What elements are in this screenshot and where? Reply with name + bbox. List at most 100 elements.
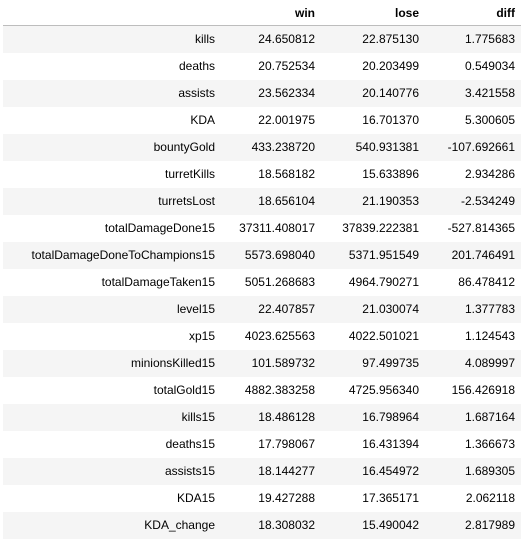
- row-index-label: bountyGold: [153, 140, 215, 154]
- cell-diff: -527.814365: [447, 221, 515, 235]
- row-index-label: level15: [176, 302, 215, 316]
- cell-lose: 4964.790271: [348, 275, 419, 289]
- table-row: turretsLost 18.656104 21.190353 -2.534249: [3, 187, 521, 215]
- header-diff: diff: [425, 0, 521, 26]
- table-row: deaths15 17.798067 16.431394 1.366673: [3, 430, 521, 458]
- cell-win: 18.568182: [258, 167, 315, 181]
- table-header: win lose diff: [3, 0, 521, 26]
- cell-lose: 20.203499: [362, 59, 419, 73]
- cell-win: 18.656104: [258, 194, 315, 208]
- cell-diff: 1.124543: [464, 329, 515, 343]
- cell-win: 4023.625563: [244, 329, 315, 343]
- row-index-label: KDA15: [176, 491, 215, 505]
- cell-win: 18.308032: [258, 518, 315, 532]
- cell-lose: 17.365171: [362, 491, 419, 505]
- cell-diff: 2.934286: [464, 167, 515, 181]
- header-index: [3, 0, 221, 26]
- row-index-label: assists: [178, 86, 215, 100]
- row-index-label: deaths: [178, 59, 215, 73]
- row-index-label: totalDamageTaken15: [101, 275, 215, 289]
- cell-lose: 97.499735: [362, 356, 419, 370]
- row-index-label: totalDamageDone15: [104, 221, 215, 235]
- cell-lose: 15.490042: [362, 518, 419, 532]
- header-row: win lose diff: [3, 0, 521, 26]
- cell-diff: 2.817989: [464, 518, 515, 532]
- cell-lose: 20.140776: [362, 86, 419, 100]
- cell-win: 23.562334: [258, 86, 315, 100]
- row-index-label: kills15: [181, 410, 215, 424]
- table-row: bountyGold 433.238720 540.931381 -107.69266…: [3, 133, 521, 161]
- table-row: totalDamageDone15 37311.408017 37839.22238…: [3, 214, 521, 242]
- row-index-label: KDA_change: [144, 518, 215, 532]
- table-row: level15 22.407857 21.030074 1.377783: [3, 295, 521, 323]
- cell-lose: 4022.501021: [348, 329, 419, 343]
- cell-diff: 0.549034: [464, 59, 515, 73]
- cell-lose: 15.633896: [362, 167, 419, 181]
- cell-diff: -107.692661: [447, 140, 515, 154]
- table-row: kills 24.650812 22.875130 1.775683: [3, 25, 521, 53]
- cell-lose: 37839.222381: [342, 221, 419, 235]
- cell-diff: 1.377783: [464, 302, 515, 316]
- cell-win: 5051.268683: [244, 275, 315, 289]
- cell-win: 20.752534: [258, 59, 315, 73]
- cell-diff: 3.421558: [464, 86, 515, 100]
- table-row: totalDamageTaken15 5051.268683 4964.790271…: [3, 268, 521, 296]
- table-body: kills 24.650812 22.875130 1.775683 deaths 20.…: [3, 25, 521, 539]
- cell-lose: 4725.956340: [348, 383, 419, 397]
- cell-win: 24.650812: [258, 32, 315, 47]
- table-row: assists15 18.144277 16.454972 1.689305: [3, 457, 521, 485]
- row-index-label: kills: [195, 32, 215, 47]
- table-row: xp15 4023.625563 4022.501021 1.124543: [3, 322, 521, 350]
- cell-lose: 16.454972: [362, 464, 419, 478]
- table-row: KDA 22.001975 16.701370 5.300605: [3, 106, 521, 134]
- cell-win: 18.144277: [258, 464, 315, 478]
- row-index-label: turretsLost: [158, 194, 215, 208]
- row-index-label: totalGold15: [153, 383, 215, 397]
- cell-diff: 5.300605: [464, 113, 515, 127]
- cell-diff: 4.089997: [464, 356, 515, 370]
- dataframe-table: win lose diff kills 24.650812 22.875130 1.7…: [3, 0, 521, 539]
- cell-lose: 540.931381: [355, 140, 419, 154]
- row-index-label: minionsKilled15: [130, 356, 215, 370]
- cell-lose: 16.798964: [362, 410, 419, 424]
- cell-diff: 156.426918: [451, 383, 515, 397]
- cell-win: 37311.408017: [239, 221, 315, 235]
- cell-lose: 16.431394: [362, 437, 419, 451]
- table-row: totalDamageDoneToChampions15 5573.698040 5…: [3, 241, 521, 269]
- table-row: turretKills 18.568182 15.633896 2.934286: [3, 160, 521, 188]
- table-row: totalGold15 4882.383258 4725.956340 156.426…: [3, 376, 521, 404]
- cell-win: 19.427288: [258, 491, 315, 505]
- table-row: minionsKilled15 101.589732 97.499735 4.0899…: [3, 349, 521, 377]
- table-row: kills15 18.486128 16.798964 1.687164: [3, 403, 521, 431]
- cell-lose: 21.030074: [362, 302, 419, 316]
- cell-diff: 2.062118: [465, 491, 515, 505]
- table-row: KDA15 19.427288 17.365171 2.062118: [3, 484, 521, 512]
- row-index-label: xp15: [188, 329, 215, 343]
- cell-diff: 86.478412: [458, 275, 515, 289]
- cell-win: 433.238720: [251, 140, 315, 154]
- table-row: assists 23.562334 20.140776 3.421558: [3, 79, 521, 107]
- cell-win: 5573.698040: [244, 248, 315, 262]
- cell-win: 22.001975: [258, 113, 315, 127]
- cell-win: 18.486128: [258, 410, 315, 424]
- cell-win: 22.407857: [258, 302, 315, 316]
- cell-win: 4882.383258: [244, 383, 315, 397]
- cell-win: 101.589732: [251, 356, 315, 370]
- row-index-label: assists15: [164, 464, 215, 478]
- cell-diff: 1.366673: [464, 437, 515, 451]
- row-index-label: KDA: [190, 113, 215, 127]
- cell-diff: 201.746491: [451, 248, 515, 262]
- cell-lose: 16.701370: [362, 113, 419, 127]
- cell-diff: 1.689305: [464, 464, 515, 478]
- cell-lose: 5371.951549: [348, 248, 419, 262]
- table-row: KDA_change 18.308032 15.490042 2.817989: [3, 511, 521, 539]
- cell-diff: -2.534249: [460, 194, 515, 208]
- cell-lose: 22.875130: [362, 32, 419, 47]
- row-index-label: totalDamageDoneToChampions15: [31, 248, 215, 262]
- header-lose: lose: [321, 0, 425, 26]
- row-index-label: deaths15: [165, 437, 215, 451]
- cell-diff: 1.687164: [464, 410, 515, 424]
- table-row: deaths 20.752534 20.203499 0.549034: [3, 52, 521, 80]
- cell-lose: 21.190353: [362, 194, 419, 208]
